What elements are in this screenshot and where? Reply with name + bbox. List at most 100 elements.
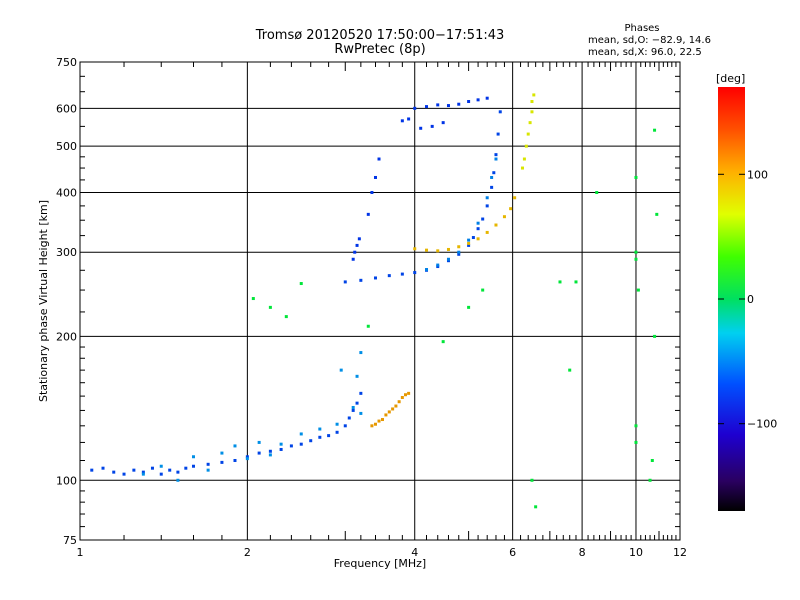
data-point — [370, 424, 374, 428]
data-point — [634, 440, 638, 444]
y-axis-label: Stationary phase Virtual Height [km] — [37, 200, 50, 402]
data-points — [90, 93, 659, 509]
y-tick-label: 400 — [56, 186, 77, 199]
colorbar-tick-label: 0 — [747, 293, 754, 306]
data-point — [634, 250, 638, 254]
data-point — [425, 268, 429, 272]
data-point — [485, 230, 489, 234]
x-tick-label: 12 — [673, 546, 687, 559]
data-point — [446, 247, 450, 251]
data-point — [150, 466, 154, 470]
data-point — [335, 430, 339, 434]
data-point — [191, 455, 195, 459]
data-point — [636, 288, 640, 292]
data-point — [355, 374, 359, 378]
data-point — [425, 248, 429, 252]
data-point — [558, 280, 562, 284]
data-point — [176, 470, 180, 474]
data-point — [299, 282, 303, 286]
data-point — [351, 405, 355, 409]
data-point — [471, 236, 475, 240]
axis-ticks — [80, 62, 680, 540]
data-point — [191, 464, 195, 468]
data-point — [366, 324, 370, 328]
data-point — [318, 435, 322, 439]
data-point — [509, 207, 513, 211]
data-point — [400, 272, 404, 276]
data-point — [159, 464, 163, 468]
data-point — [245, 457, 249, 461]
data-point — [377, 157, 381, 161]
data-point — [343, 424, 347, 428]
data-point — [289, 444, 293, 448]
data-point — [206, 468, 210, 472]
data-point — [441, 121, 445, 125]
data-point — [419, 126, 423, 130]
data-point — [530, 478, 534, 482]
data-point — [481, 288, 485, 292]
data-point — [299, 442, 303, 446]
data-point — [351, 408, 355, 412]
x-tick-label: 1 — [77, 546, 84, 559]
data-point — [347, 416, 351, 420]
data-point — [476, 237, 480, 241]
data-point — [176, 478, 180, 482]
data-point — [467, 238, 471, 242]
data-point — [490, 185, 494, 189]
data-point — [634, 175, 638, 179]
data-point — [159, 472, 163, 476]
data-point — [634, 424, 638, 428]
data-point — [494, 223, 498, 227]
chart-subtitle: RwPretec (8p) — [334, 42, 425, 57]
data-point — [485, 196, 489, 200]
phases-heading: Phases — [624, 23, 659, 34]
data-point — [366, 212, 370, 216]
data-point — [168, 468, 172, 472]
x-axis-label: Frequency [MHz] — [334, 557, 426, 570]
data-point — [494, 157, 498, 161]
data-point — [141, 470, 145, 474]
plot-frame — [79, 61, 681, 541]
data-point — [251, 297, 255, 301]
data-point — [233, 444, 237, 448]
data-point — [355, 243, 359, 247]
y-tick-label: 100 — [56, 474, 77, 487]
data-point — [528, 121, 532, 125]
data-point — [184, 466, 188, 470]
data-point — [457, 252, 461, 256]
data-point — [343, 280, 347, 284]
data-point — [496, 132, 500, 136]
x-tick-label: 2 — [244, 546, 251, 559]
data-point — [407, 391, 411, 395]
x-tick-label: 4 — [411, 546, 418, 559]
data-point — [359, 411, 363, 415]
data-point — [436, 249, 440, 253]
data-point — [359, 278, 363, 282]
data-point — [485, 96, 489, 100]
data-point — [394, 404, 398, 408]
data-point — [481, 217, 485, 221]
data-point — [513, 196, 517, 200]
colorbar-label: [deg] — [716, 72, 745, 85]
data-point — [335, 422, 339, 426]
data-point — [373, 276, 377, 280]
data-point — [359, 391, 363, 395]
data-point — [653, 334, 657, 338]
data-point — [220, 451, 224, 455]
data-point — [380, 418, 384, 422]
data-point — [387, 274, 391, 278]
data-point — [413, 106, 417, 110]
y-tick-label: 200 — [56, 330, 77, 343]
data-point — [370, 190, 374, 194]
data-point — [467, 241, 471, 245]
data-point — [467, 243, 471, 247]
data-point — [457, 102, 461, 106]
data-point — [327, 434, 331, 438]
data-point — [299, 432, 303, 436]
data-point — [284, 315, 288, 319]
data-point — [373, 422, 377, 426]
data-point — [404, 393, 408, 397]
colorbar-tick-label: −100 — [747, 418, 777, 431]
data-point — [524, 144, 528, 148]
